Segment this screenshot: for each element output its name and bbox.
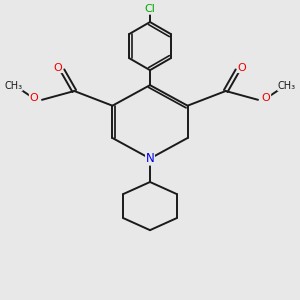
- Text: O: O: [238, 62, 246, 73]
- Text: N: N: [146, 152, 154, 165]
- Text: CH₃: CH₃: [4, 81, 22, 91]
- Text: O: O: [54, 62, 62, 73]
- Text: Cl: Cl: [145, 4, 155, 14]
- Text: O: O: [262, 93, 271, 103]
- Text: O: O: [29, 93, 38, 103]
- Text: CH₃: CH₃: [278, 81, 296, 91]
